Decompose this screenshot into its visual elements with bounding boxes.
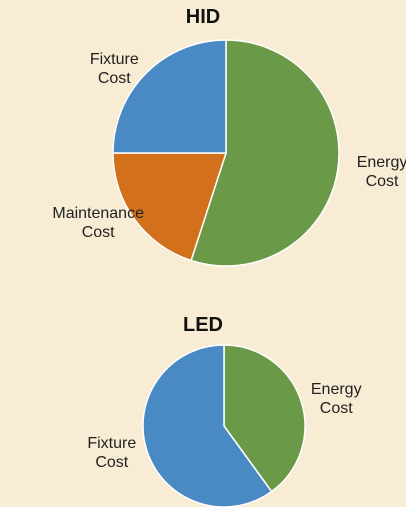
slice-label: Fixture Cost	[89, 51, 139, 88]
chart-title: HID	[185, 6, 221, 28]
chart-title: LED	[183, 314, 223, 336]
slice-label: Maintenance Cost	[52, 204, 144, 241]
pie-slice	[223, 344, 306, 493]
pie-slice	[112, 39, 227, 154]
slice-label: Energy Cost	[310, 380, 362, 417]
pie-slice	[190, 39, 340, 267]
pie-slice	[142, 344, 273, 507]
pie-slice	[112, 152, 228, 262]
slice-label: Energy Cost	[356, 153, 406, 190]
slice-label: Fixture Cost	[87, 435, 137, 472]
